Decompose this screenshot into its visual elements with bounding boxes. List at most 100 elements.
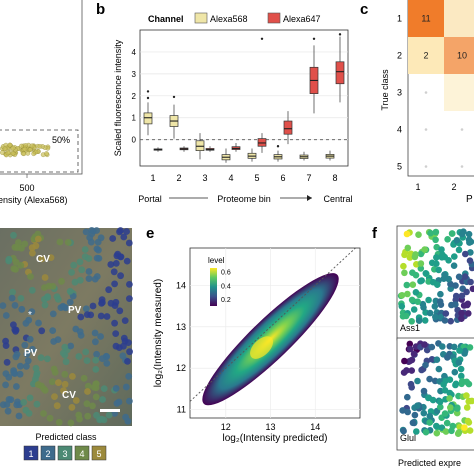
panel-d-cell [10, 265, 18, 273]
panel-d-cell [60, 387, 67, 395]
scale-bar [100, 409, 120, 412]
zone-label-cv-top: CV [36, 254, 50, 265]
map-cell [414, 402, 421, 410]
map-cell [408, 318, 416, 325]
panel-a-xlabel: ensity (Alexa568) [0, 195, 68, 205]
panel-d-cell [12, 258, 20, 266]
panel-a-point [31, 151, 37, 157]
panel-b-right-label: Central [323, 194, 352, 204]
map-cell [412, 289, 420, 296]
panel-d-cell [44, 293, 51, 300]
panel-a-point [2, 146, 8, 151]
panel-c-yticks: 1 2 3 4 5 [397, 14, 402, 172]
panel-d-cell [88, 227, 96, 234]
panel-d-cell [123, 257, 131, 265]
panel-d-cell [111, 319, 118, 327]
panel-b-xlabel: Proteome bin [217, 194, 271, 204]
panel-d-cell [112, 330, 120, 337]
panel-e-ytick: 13 [176, 322, 186, 332]
map-cell [463, 378, 471, 386]
map-cell [465, 419, 473, 426]
panel-d-cell [90, 384, 98, 391]
panel-d-cell [125, 397, 133, 405]
box-alexa647-bin6 [283, 120, 293, 135]
panel-e-xticks: 12 13 14 [221, 422, 320, 432]
map-cell [455, 273, 463, 281]
map-cell [429, 396, 437, 404]
panel-d-cell [84, 382, 92, 390]
map-cell [437, 290, 444, 298]
map-cell [436, 298, 444, 305]
legend-label-alexa568: Alexa568 [210, 14, 248, 24]
class-label-1: 1 [28, 449, 33, 459]
panel-d-cell [18, 305, 26, 313]
map-cell [445, 257, 452, 264]
panel-e-density [202, 273, 339, 406]
panel-b-xtick: 2 [176, 173, 181, 183]
matrix-zero-dot [424, 128, 428, 131]
panel-d-cell [16, 370, 24, 378]
panel-d-cell [103, 360, 111, 367]
panel-d-cell [46, 414, 54, 422]
map-cell [428, 356, 436, 363]
legend-swatch-alexa647 [267, 12, 281, 24]
map-cell [415, 317, 423, 325]
map-cell [451, 368, 459, 376]
panel-d-cell [107, 261, 115, 268]
map-cell [439, 251, 446, 259]
panel-d-cell [93, 245, 101, 253]
panel-d-cell [122, 413, 129, 421]
map-cell [463, 404, 471, 411]
panel-a-xtick: 500 [19, 183, 34, 193]
map-cell [418, 366, 425, 374]
panel-d-cell [0, 401, 7, 409]
panel-c-zero-cells [424, 91, 464, 168]
panel-d-cell [82, 228, 90, 236]
map-cell [404, 393, 411, 401]
map-cell [447, 285, 455, 293]
panel-b-ytick: 0 [132, 136, 137, 145]
map-cell [409, 281, 417, 289]
star-marker: * [28, 310, 32, 321]
map-cell [441, 410, 449, 417]
panel-b-arrowhead [307, 195, 312, 201]
map-cell [414, 377, 421, 385]
panel-d-cell [26, 335, 34, 343]
box-alexa647-bin8 [335, 61, 345, 85]
map-cell [398, 303, 406, 310]
map-cell [455, 359, 463, 366]
map-cell [455, 246, 463, 254]
matrix-cell [408, 0, 444, 37]
panel-d-cell [109, 235, 117, 242]
map-cell [400, 262, 407, 270]
panel-b-xtick: 8 [332, 173, 337, 183]
map-cell [422, 428, 430, 436]
panel-d-cell [75, 353, 83, 360]
map-cell [452, 301, 459, 308]
panel-e-xtick: 13 [266, 422, 276, 432]
panel-d-cell [99, 396, 106, 403]
map-cell [421, 341, 428, 348]
map-cell [400, 369, 408, 376]
panel-d-cell [53, 402, 61, 410]
map-cell [425, 296, 432, 304]
panel-d-cell [120, 342, 127, 350]
map-cell [402, 312, 410, 320]
map-cell [441, 387, 449, 394]
map-cell [421, 317, 429, 324]
zone-label-pv-right: PV [68, 305, 82, 316]
matrix-ytick: 4 [397, 125, 402, 135]
panel-d-cell [113, 252, 121, 260]
map-cell [466, 427, 474, 434]
panel-d-cell [70, 261, 78, 269]
matrix-cell [408, 37, 444, 74]
map-cell [433, 429, 441, 437]
panel-d-cell [34, 235, 42, 243]
panel-b-legend-title: Channel [148, 14, 184, 24]
panel-d-cell [12, 353, 20, 361]
panel-d-cell [93, 227, 100, 234]
panel-d-cell [3, 358, 11, 366]
panel-d-cell [69, 373, 76, 380]
map-cell [410, 350, 418, 358]
panel-b-ytick: 3 [132, 70, 137, 79]
